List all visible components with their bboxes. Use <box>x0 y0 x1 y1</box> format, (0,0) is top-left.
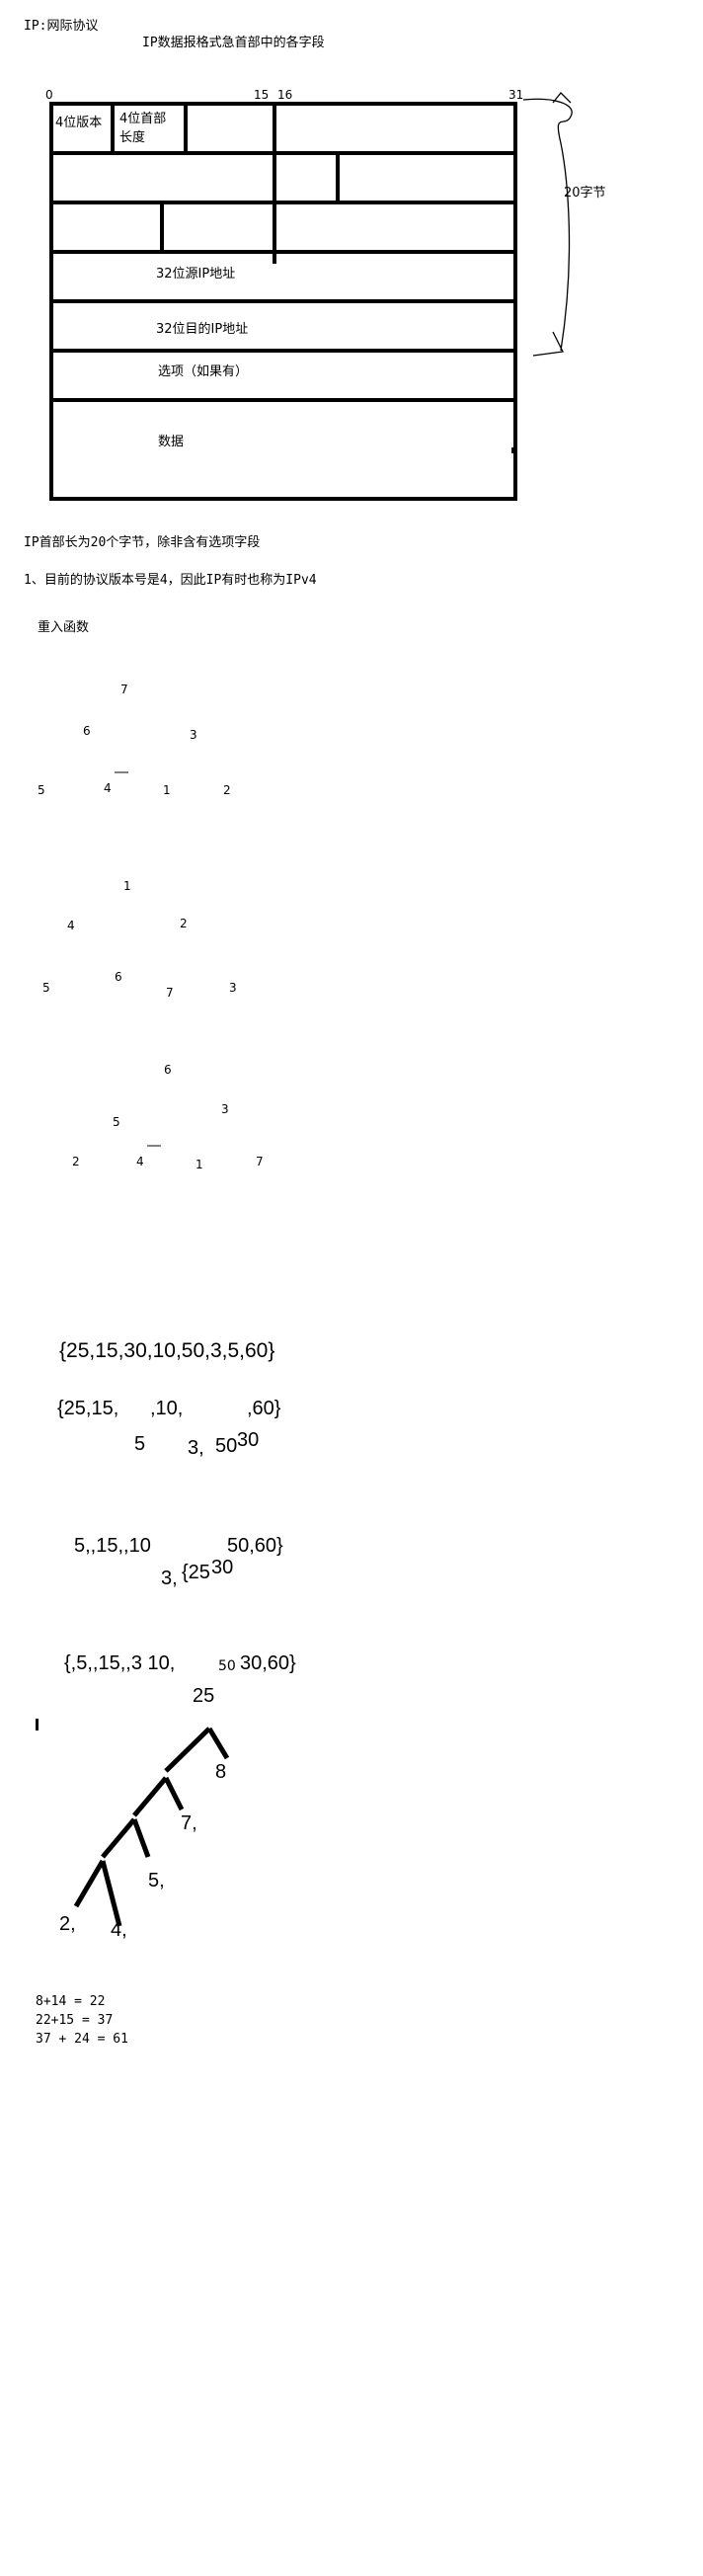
array-step-4-right2: 30,60} <box>240 1652 296 1674</box>
array-step-1: {25,15,30,10,50,3,5,60} <box>59 1339 275 1362</box>
array-step-3-right: 50,60} <box>227 1535 283 1557</box>
tree2-node: 7 <box>166 986 174 1000</box>
tree1-node: 6 <box>83 724 91 738</box>
tree1-node: 7 <box>120 683 128 696</box>
array-step-2-moved: 3, <box>188 1437 204 1459</box>
tree1-node: 3 <box>190 728 197 742</box>
bit-16: 16 <box>277 88 293 102</box>
heap-section-title: 重入函数 <box>38 620 90 635</box>
sum-line-3: 37 + 24 = 61 <box>36 2032 128 2047</box>
sum-line-2: 22+15 = 37 <box>36 2013 114 2028</box>
field-divider <box>160 202 164 252</box>
row-divider <box>49 151 517 155</box>
tree-node-2: 2, <box>59 1913 76 1935</box>
note-version: 1、目前的协议版本号是4，因此IP有时也称为IPv4 <box>24 573 317 588</box>
field-divider <box>273 104 276 264</box>
field-header-length-line1: 4位首部 <box>119 112 167 126</box>
note-header-size: IP首部长为20个字节，除非含有选项字段 <box>24 535 261 550</box>
field-data: 数据 <box>158 435 185 449</box>
tree2-node: 5 <box>42 981 50 995</box>
row-divider <box>49 299 517 303</box>
tick-mark <box>511 447 515 453</box>
tree-node-5: 5, <box>148 1870 165 1892</box>
array-step-3-moved: 30 <box>211 1557 234 1578</box>
tree3-node: 4 <box>136 1155 144 1168</box>
field-destination-ip: 32位目的IP地址 <box>156 322 249 337</box>
tree3-node: 5 <box>113 1115 120 1129</box>
array-step-2-moved: 50 <box>215 1435 238 1457</box>
tree1-node: 4 <box>104 781 112 795</box>
tree-node-7: 7, <box>181 1812 197 1834</box>
tree1-node: 5 <box>38 783 45 797</box>
page-title: IP:网际协议 <box>24 19 99 34</box>
bit-0: 0 <box>45 88 53 102</box>
field-divider <box>111 104 115 153</box>
tree3-node: 1 <box>195 1158 203 1171</box>
field-version: 4位版本 <box>55 116 103 130</box>
bit-31: 31 <box>508 88 524 102</box>
tree1-node: 2 <box>223 783 231 797</box>
array-step-3-moved: {25 <box>182 1562 210 1583</box>
field-options: 选项（如果有） <box>158 364 249 379</box>
tree2-node: 6 <box>115 970 122 984</box>
sum-line-1: 8+14 = 22 <box>36 1994 106 2009</box>
diagram-title: IP数据报格式急首部中的各字段 <box>142 36 325 50</box>
tree3-node: 2 <box>72 1155 80 1168</box>
tree3-node: 6 <box>164 1063 172 1077</box>
bit-15: 15 <box>254 88 270 102</box>
tree2-node: 4 <box>67 919 75 932</box>
tree2-node: 2 <box>180 917 188 930</box>
array-step-4-right: 50 <box>218 1658 236 1674</box>
array-step-3-left: 5,,15,,10 <box>74 1535 151 1557</box>
field-header-length-line2: 长度 <box>119 130 146 145</box>
field-source-ip: 32位源IP地址 <box>156 267 236 282</box>
field-divider <box>184 104 188 153</box>
tree2-node: 1 <box>123 879 131 893</box>
field-divider <box>336 153 340 202</box>
array-step-3-moved: 3, <box>161 1568 178 1589</box>
row-divider <box>49 349 517 353</box>
array-step-2-right: ,60} <box>247 1398 281 1419</box>
tree-root: 25 <box>193 1685 215 1707</box>
array-step-2-moved: 30 <box>237 1429 260 1451</box>
array-step-2-left: {25,15, <box>57 1398 119 1419</box>
row-divider <box>49 250 517 254</box>
tree3-node: 7 <box>256 1155 264 1168</box>
array-step-4: {,5,,15,,3 10, <box>64 1652 176 1674</box>
tree-node-8: 8 <box>215 1761 227 1783</box>
row-divider <box>49 398 517 402</box>
size-label: 20字节 <box>564 186 606 201</box>
tree2-node: 3 <box>229 981 237 995</box>
tree-node-4: 4, <box>111 1919 127 1941</box>
array-step-2-mid: ,10, <box>150 1398 184 1419</box>
tree1-node: 1 <box>163 783 171 797</box>
array-step-2-moved: 5 <box>134 1433 146 1455</box>
tree3-node: 3 <box>221 1102 229 1116</box>
row-divider <box>49 201 517 204</box>
